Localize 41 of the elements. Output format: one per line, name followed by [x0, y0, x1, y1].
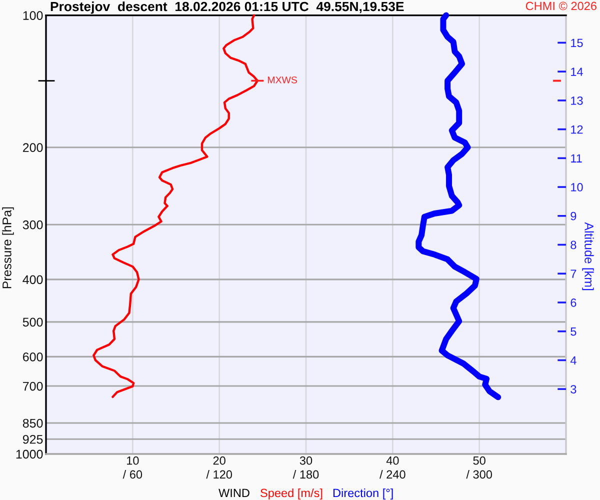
y2-tick-label: 9 — [570, 212, 576, 220]
text: Direction [°] — [333, 488, 393, 500]
y-tick-label: 300 — [22, 220, 43, 230]
y2-tick-label: 12 — [571, 125, 583, 134]
y-tick-label: 600 — [23, 352, 43, 362]
y2-tick-label: 6 — [570, 298, 576, 307]
y-tick-label: 1000 — [16, 450, 43, 459]
y2-tick-label: 5 — [570, 327, 576, 336]
x-tick-label: 30 — [300, 456, 312, 465]
text: Speed [m/s] — [260, 488, 322, 500]
y2-tick-label: 15 — [571, 38, 583, 48]
y-tick-label: 400 — [22, 275, 43, 284]
x-axis-title: WIND — [218, 488, 250, 498]
y2-tick-label: 8 — [570, 240, 576, 250]
y2-tick-label: 4 — [570, 356, 576, 364]
x-tick-label: 50 — [473, 456, 486, 465]
y2-tick-label: 10 — [571, 183, 583, 192]
y-tick-label: 700 — [23, 382, 43, 391]
y2-axis-title: Altitude [km] — [582, 222, 594, 290]
text: CHMI © 2026 — [526, 2, 596, 10]
y2-tick-label: 7 — [570, 270, 576, 278]
y-tick-label: 200 — [23, 143, 43, 152]
x-tick-label: 10 — [127, 456, 139, 465]
x-tick-label: 20 — [213, 456, 226, 465]
x2-tick-label: / 240 — [380, 470, 406, 479]
x2-tick-label: / 180 — [292, 470, 319, 479]
y-tick-label: 850 — [22, 418, 43, 428]
y2-tick-label: 13 — [571, 96, 583, 105]
y2-tick-label: 11 — [571, 154, 582, 162]
x2-tick-label: / 60 — [122, 470, 142, 479]
x2-tick-label: / 120 — [206, 470, 232, 479]
y-tick-label: 500 — [22, 318, 43, 327]
chart-title: Prostejov descent 18.02.2026 01:15 UTC 49.55N,19.53E — [50, 2, 404, 14]
y2-tick-label: 14 — [571, 68, 583, 76]
annotation: MXWS — [268, 76, 297, 84]
y-tick-label: 100 — [23, 11, 43, 20]
y2-tick-label: 3 — [570, 385, 576, 394]
y-axis-title: Pressure [hPa] — [2, 207, 14, 288]
x2-tick-label: / 300 — [466, 470, 492, 479]
x-tick-label: 40 — [386, 456, 399, 465]
y-tick-label: 925 — [22, 434, 43, 444]
